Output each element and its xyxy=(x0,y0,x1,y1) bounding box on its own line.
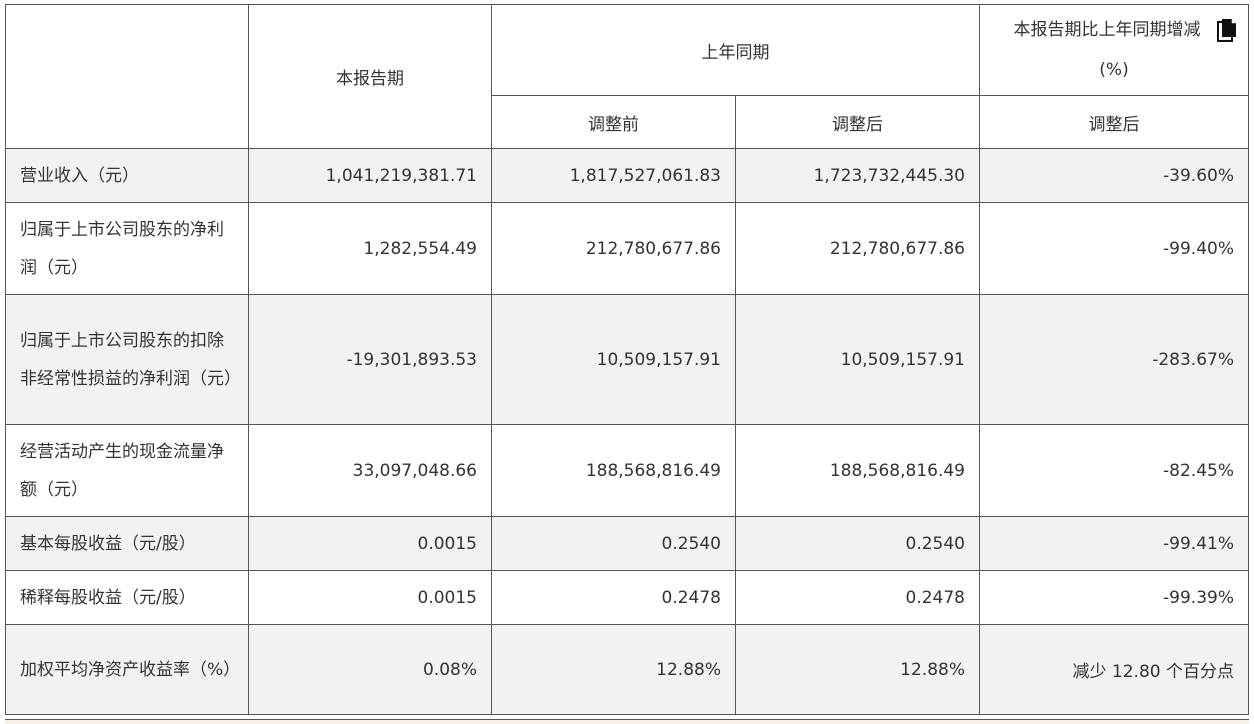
row-change: -283.67% xyxy=(979,294,1249,425)
header-current-period: 本报告期 xyxy=(248,4,492,149)
row-change: -99.39% xyxy=(979,570,1249,625)
row-change: -99.40% xyxy=(979,202,1249,295)
header-before-adjustment: 调整前 xyxy=(491,95,736,149)
header-yoy-after-adjustment: 调整后 xyxy=(979,95,1249,149)
table-row: 归属于上市公司股东的扣除非经常性损益的净利润（元） -19,301,893.53… xyxy=(5,294,1249,425)
row-prev-before: 12.88% xyxy=(491,624,736,715)
row-current: 0.0015 xyxy=(248,516,492,571)
row-current: -19,301,893.53 xyxy=(248,294,492,425)
header-yoy-change: 本报告期比上年同期增减 (%) xyxy=(979,4,1249,96)
row-prev-before: 10,509,157.91 xyxy=(491,294,736,425)
row-label: 稀释每股收益（元/股） xyxy=(5,570,249,625)
table-row: 稀释每股收益（元/股） 0.0015 0.2478 0.2478 -99.39% xyxy=(5,570,1249,625)
row-change: -99.41% xyxy=(979,516,1249,571)
table-row: 加权平均净资产收益率（%） 0.08% 12.88% 12.88% 减少 12.… xyxy=(5,624,1249,715)
row-prev-after: 0.2540 xyxy=(735,516,980,571)
header-row-sub: 调整前 调整后 调整后 xyxy=(6,95,1249,149)
next-row-edge xyxy=(5,719,1249,724)
header-same-period-last-year: 上年同期 xyxy=(491,4,980,96)
row-prev-after: 188,568,816.49 xyxy=(735,424,980,517)
row-label: 基本每股收益（元/股） xyxy=(5,516,249,571)
row-prev-before: 0.2540 xyxy=(491,516,736,571)
row-current: 33,097,048.66 xyxy=(248,424,492,517)
row-change: 减少 12.80 个百分点 xyxy=(979,624,1249,715)
header-yoy-change-unit: (%) xyxy=(1099,60,1129,80)
table-row: 经营活动产生的现金流量净额（元） 33,097,048.66 188,568,8… xyxy=(5,424,1249,517)
header-after-adjustment: 调整后 xyxy=(735,95,980,149)
row-prev-after: 212,780,677.86 xyxy=(735,202,980,295)
row-prev-before: 0.2478 xyxy=(491,570,736,625)
row-label: 归属于上市公司股东的扣除非经常性损益的净利润（元） xyxy=(5,294,249,425)
copy-icon[interactable] xyxy=(1216,17,1238,43)
row-label: 营业收入（元） xyxy=(5,148,249,203)
financial-table: 本报告期 上年同期 本报告期比上年同期增减 (%) 调整前 调整后 调整后 营业… xyxy=(5,4,1249,715)
row-label: 归属于上市公司股东的净利润（元） xyxy=(5,202,249,295)
row-prev-after: 1,723,732,445.30 xyxy=(735,148,980,203)
row-current: 1,282,554.49 xyxy=(248,202,492,295)
table-row: 基本每股收益（元/股） 0.0015 0.2540 0.2540 -99.41% xyxy=(5,516,1249,571)
row-label: 经营活动产生的现金流量净额（元） xyxy=(5,424,249,517)
row-prev-before: 212,780,677.86 xyxy=(491,202,736,295)
row-change: -39.60% xyxy=(979,148,1249,203)
row-prev-after: 12.88% xyxy=(735,624,980,715)
row-current: 0.08% xyxy=(248,624,492,715)
header-yoy-change-label: 本报告期比上年同期增减 xyxy=(1013,20,1201,40)
row-change: -82.45% xyxy=(979,424,1249,517)
row-prev-after: 0.2478 xyxy=(735,570,980,625)
header-row-top: 本报告期 上年同期 本报告期比上年同期增减 (%) xyxy=(5,4,1249,149)
table-row: 营业收入（元） 1,041,219,381.71 1,817,527,061.8… xyxy=(5,148,1249,203)
row-current: 1,041,219,381.71 xyxy=(248,148,492,203)
table-row: 归属于上市公司股东的净利润（元） 1,282,554.49 212,780,67… xyxy=(5,202,1249,295)
header-empty-cell xyxy=(5,4,249,149)
row-prev-after: 10,509,157.91 xyxy=(735,294,980,425)
row-prev-before: 1,817,527,061.83 xyxy=(491,148,736,203)
row-label: 加权平均净资产收益率（%） xyxy=(5,624,249,715)
row-prev-before: 188,568,816.49 xyxy=(491,424,736,517)
row-current: 0.0015 xyxy=(248,570,492,625)
